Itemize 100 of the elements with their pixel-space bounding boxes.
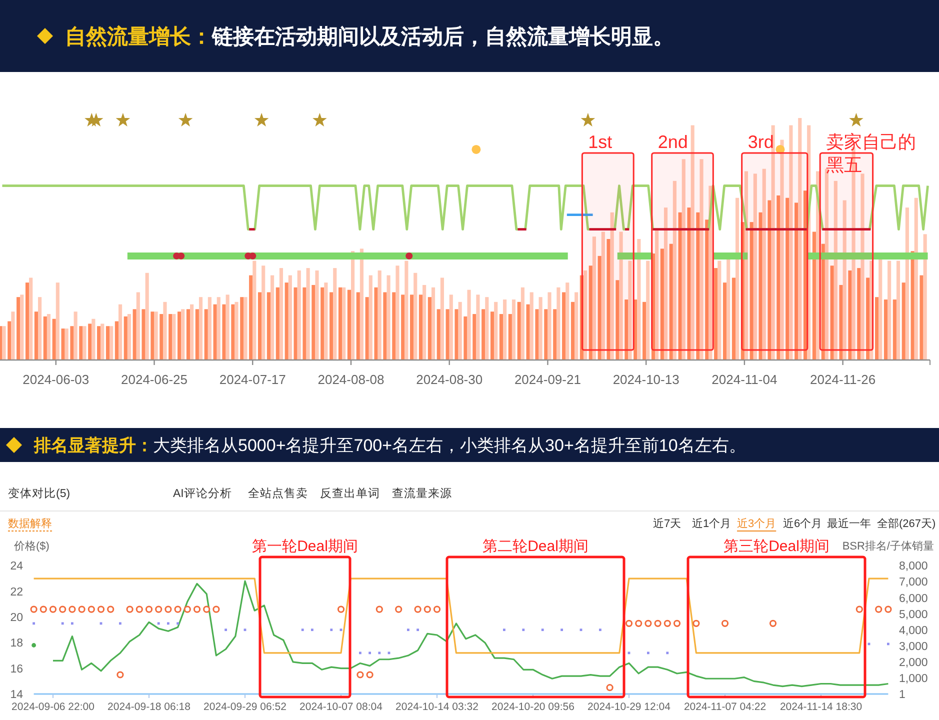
y2-axis-title: BSR排名/子体销量 (842, 540, 934, 553)
bar (392, 292, 396, 360)
point (356, 671, 364, 678)
bar (875, 297, 879, 360)
bar (142, 309, 146, 360)
point (395, 606, 402, 613)
text: 数据解释 (8, 518, 52, 530)
bar (634, 300, 638, 360)
bar (548, 292, 552, 360)
bar (34, 312, 38, 360)
bar (244, 297, 248, 360)
bar (467, 290, 471, 360)
bar (333, 268, 337, 360)
point (337, 606, 345, 613)
bar (888, 260, 892, 360)
bar (276, 287, 280, 360)
bar (776, 195, 780, 360)
bar (418, 294, 423, 360)
x-tick-label: 2024-06-03 (22, 372, 90, 387)
text: 第三轮Deal期间 (724, 538, 830, 555)
bar (672, 180, 676, 360)
x-tick-label: 2024-10-29 12:04 (588, 701, 671, 713)
bar (526, 304, 530, 360)
point (97, 606, 105, 613)
bar (553, 309, 557, 360)
bar (660, 248, 664, 360)
bar (38, 297, 42, 360)
bar (110, 326, 114, 360)
text: 近6个月 (783, 517, 822, 530)
bar (598, 256, 602, 360)
chart-title: 排名显著提升： (33, 436, 153, 456)
bar (628, 260, 632, 360)
x-tick-label: 2024-08-30 (416, 372, 483, 387)
x-tick-label: 2024-09-29 06:52 (204, 701, 287, 713)
bar (687, 208, 691, 360)
bar (374, 287, 378, 360)
bar (43, 316, 47, 360)
bar (794, 202, 798, 360)
band-label: 2nd (658, 132, 688, 152)
text: 第一轮Deal期间 (252, 538, 358, 555)
bar (181, 309, 185, 360)
y2-tick-label: 3,000 (899, 640, 928, 653)
bar (124, 316, 128, 360)
bar (222, 304, 226, 360)
point (424, 606, 431, 613)
point (59, 606, 66, 613)
bar (610, 212, 614, 360)
bar (646, 260, 650, 360)
y-tick-label: 14 (10, 689, 24, 701)
bar (52, 318, 56, 360)
bar (538, 297, 542, 360)
band-label: 3rd (748, 132, 774, 152)
bar (446, 309, 450, 360)
point (61, 622, 64, 625)
bar (64, 328, 68, 360)
bar (302, 287, 306, 360)
bar (726, 258, 730, 360)
bar (892, 300, 896, 360)
bar (118, 304, 122, 360)
bar (378, 270, 382, 360)
point (193, 606, 201, 613)
point (126, 606, 134, 613)
y2-tick-label: 6,000 (899, 592, 928, 605)
bar (520, 287, 524, 360)
x-tick-label: 2024-07-17 (219, 372, 286, 387)
point (635, 620, 642, 627)
y2-tick-label: 2,000 (899, 656, 928, 669)
text: 近3个月 (737, 517, 776, 530)
bar (154, 312, 158, 360)
bar (396, 266, 400, 360)
x-tick-label: 2024-10-07 08:04 (300, 701, 383, 713)
point (414, 606, 422, 613)
bar (449, 294, 453, 360)
bar (368, 275, 372, 360)
text: 查流量来源 (392, 486, 452, 500)
bar (2, 326, 6, 360)
point (184, 606, 191, 613)
point (376, 606, 383, 613)
bar (722, 282, 727, 360)
text: 变体对比(5) (8, 486, 70, 500)
text: 最近一年 (827, 517, 871, 530)
point (78, 606, 86, 613)
point (606, 684, 614, 692)
bar (570, 302, 575, 360)
x-tick-label: 2024-09-18 06:18 (108, 701, 191, 713)
point (164, 606, 172, 613)
bar (11, 312, 15, 360)
bar (490, 312, 494, 360)
bar (789, 125, 793, 360)
y-tick-label: 22 (10, 586, 23, 598)
bar (812, 232, 816, 360)
bar (82, 326, 86, 360)
bar (848, 270, 852, 360)
bar (350, 251, 355, 360)
bar (92, 318, 96, 360)
point (174, 606, 182, 613)
bar (870, 260, 874, 360)
bar (195, 309, 199, 360)
bar (574, 292, 578, 360)
point (30, 606, 38, 613)
